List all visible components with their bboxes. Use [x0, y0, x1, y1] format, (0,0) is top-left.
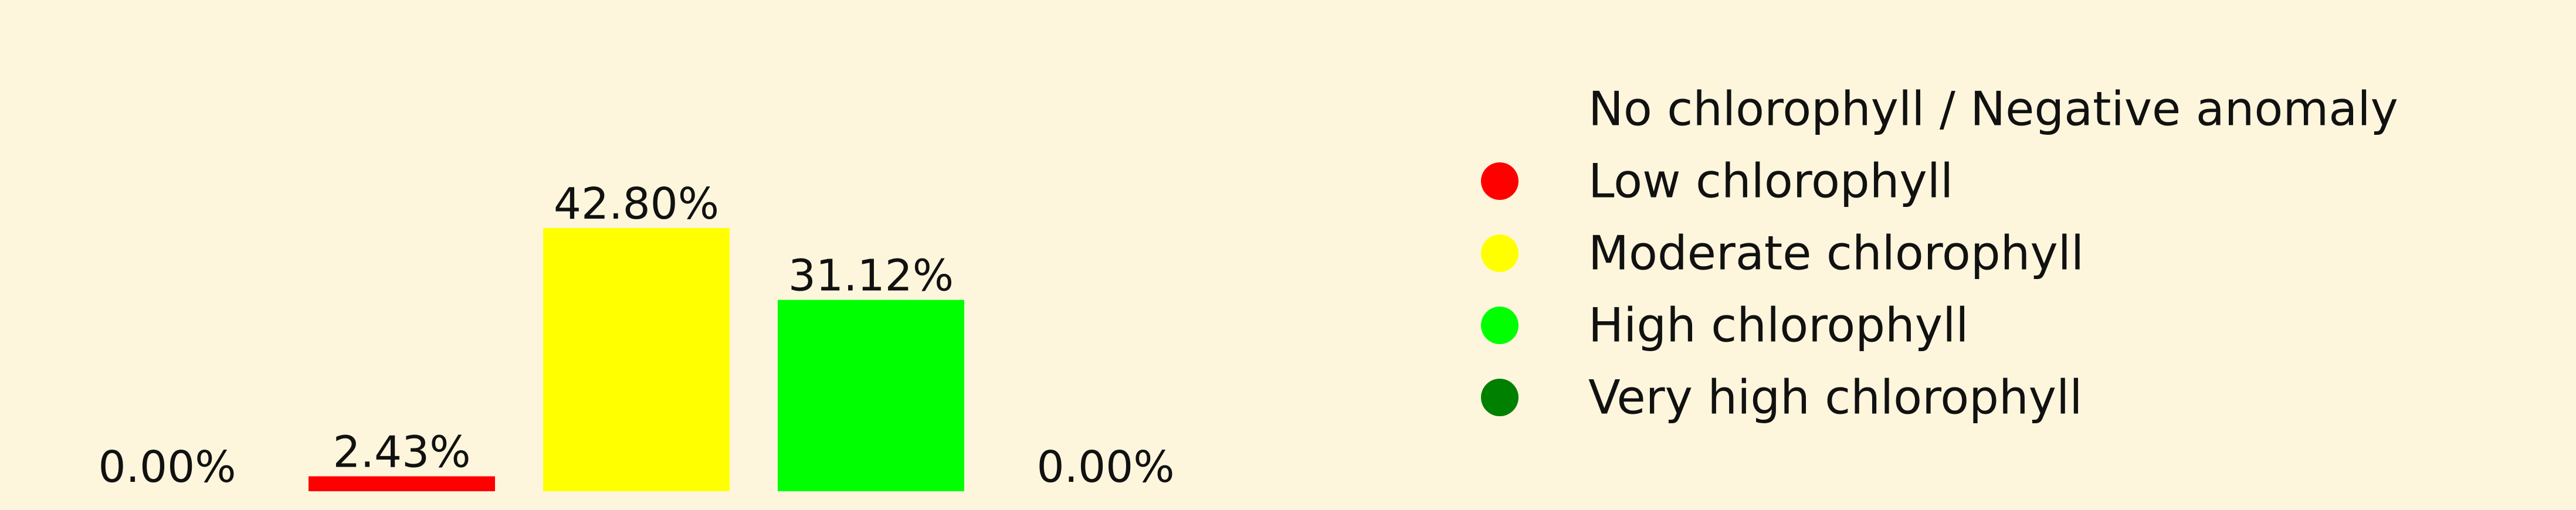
legend-label-no-chlorophyll-negative-anomaly: No chlorophyll / Negative anomaly [1588, 82, 2398, 137]
legend-item-high-chlorophyll: High chlorophyll [1481, 298, 1969, 353]
bars-group [309, 228, 964, 491]
bar-high-chlorophyll [778, 300, 964, 491]
legend-item-moderate-chlorophyll: Moderate chlorophyll [1481, 226, 2084, 281]
legend-marker-low-chlorophyll [1481, 162, 1519, 200]
legend-label-very-high-chlorophyll: Very high chlorophyll [1588, 370, 2082, 425]
value-label-high-chlorophyll: 31.12% [788, 251, 954, 301]
value-label-moderate-chlorophyll: 42.80% [554, 179, 719, 229]
bar-low-chlorophyll [309, 476, 495, 491]
value-label-very-high-chlorophyll: 0.00% [1036, 442, 1174, 492]
legend-marker-no-chlorophyll-negative-anomaly [1481, 90, 1519, 128]
legend-marker-high-chlorophyll [1481, 307, 1519, 344]
legend-marker-moderate-chlorophyll [1481, 234, 1519, 272]
legend-label-high-chlorophyll: High chlorophyll [1588, 298, 1969, 353]
legend-label-moderate-chlorophyll: Moderate chlorophyll [1588, 226, 2084, 281]
value-labels-group: 0.00% 2.43% 42.80% 31.12% 0.00% [98, 179, 1174, 492]
legend-item-very-high-chlorophyll: Very high chlorophyll [1481, 370, 2082, 425]
value-label-low-chlorophyll: 2.43% [333, 427, 470, 478]
value-label-no-chlorophyll-negative-anomaly: 0.00% [98, 442, 236, 492]
legend-item-low-chlorophyll: Low chlorophyll [1481, 154, 1953, 209]
legend-marker-very-high-chlorophyll [1481, 379, 1519, 416]
bar-moderate-chlorophyll [543, 228, 730, 491]
legend: No chlorophyll / Negative anomaly Low chl… [1481, 82, 2398, 425]
legend-label-low-chlorophyll: Low chlorophyll [1588, 154, 1953, 209]
legend-item-no-chlorophyll-negative-anomaly: No chlorophyll / Negative anomaly [1481, 82, 2398, 137]
